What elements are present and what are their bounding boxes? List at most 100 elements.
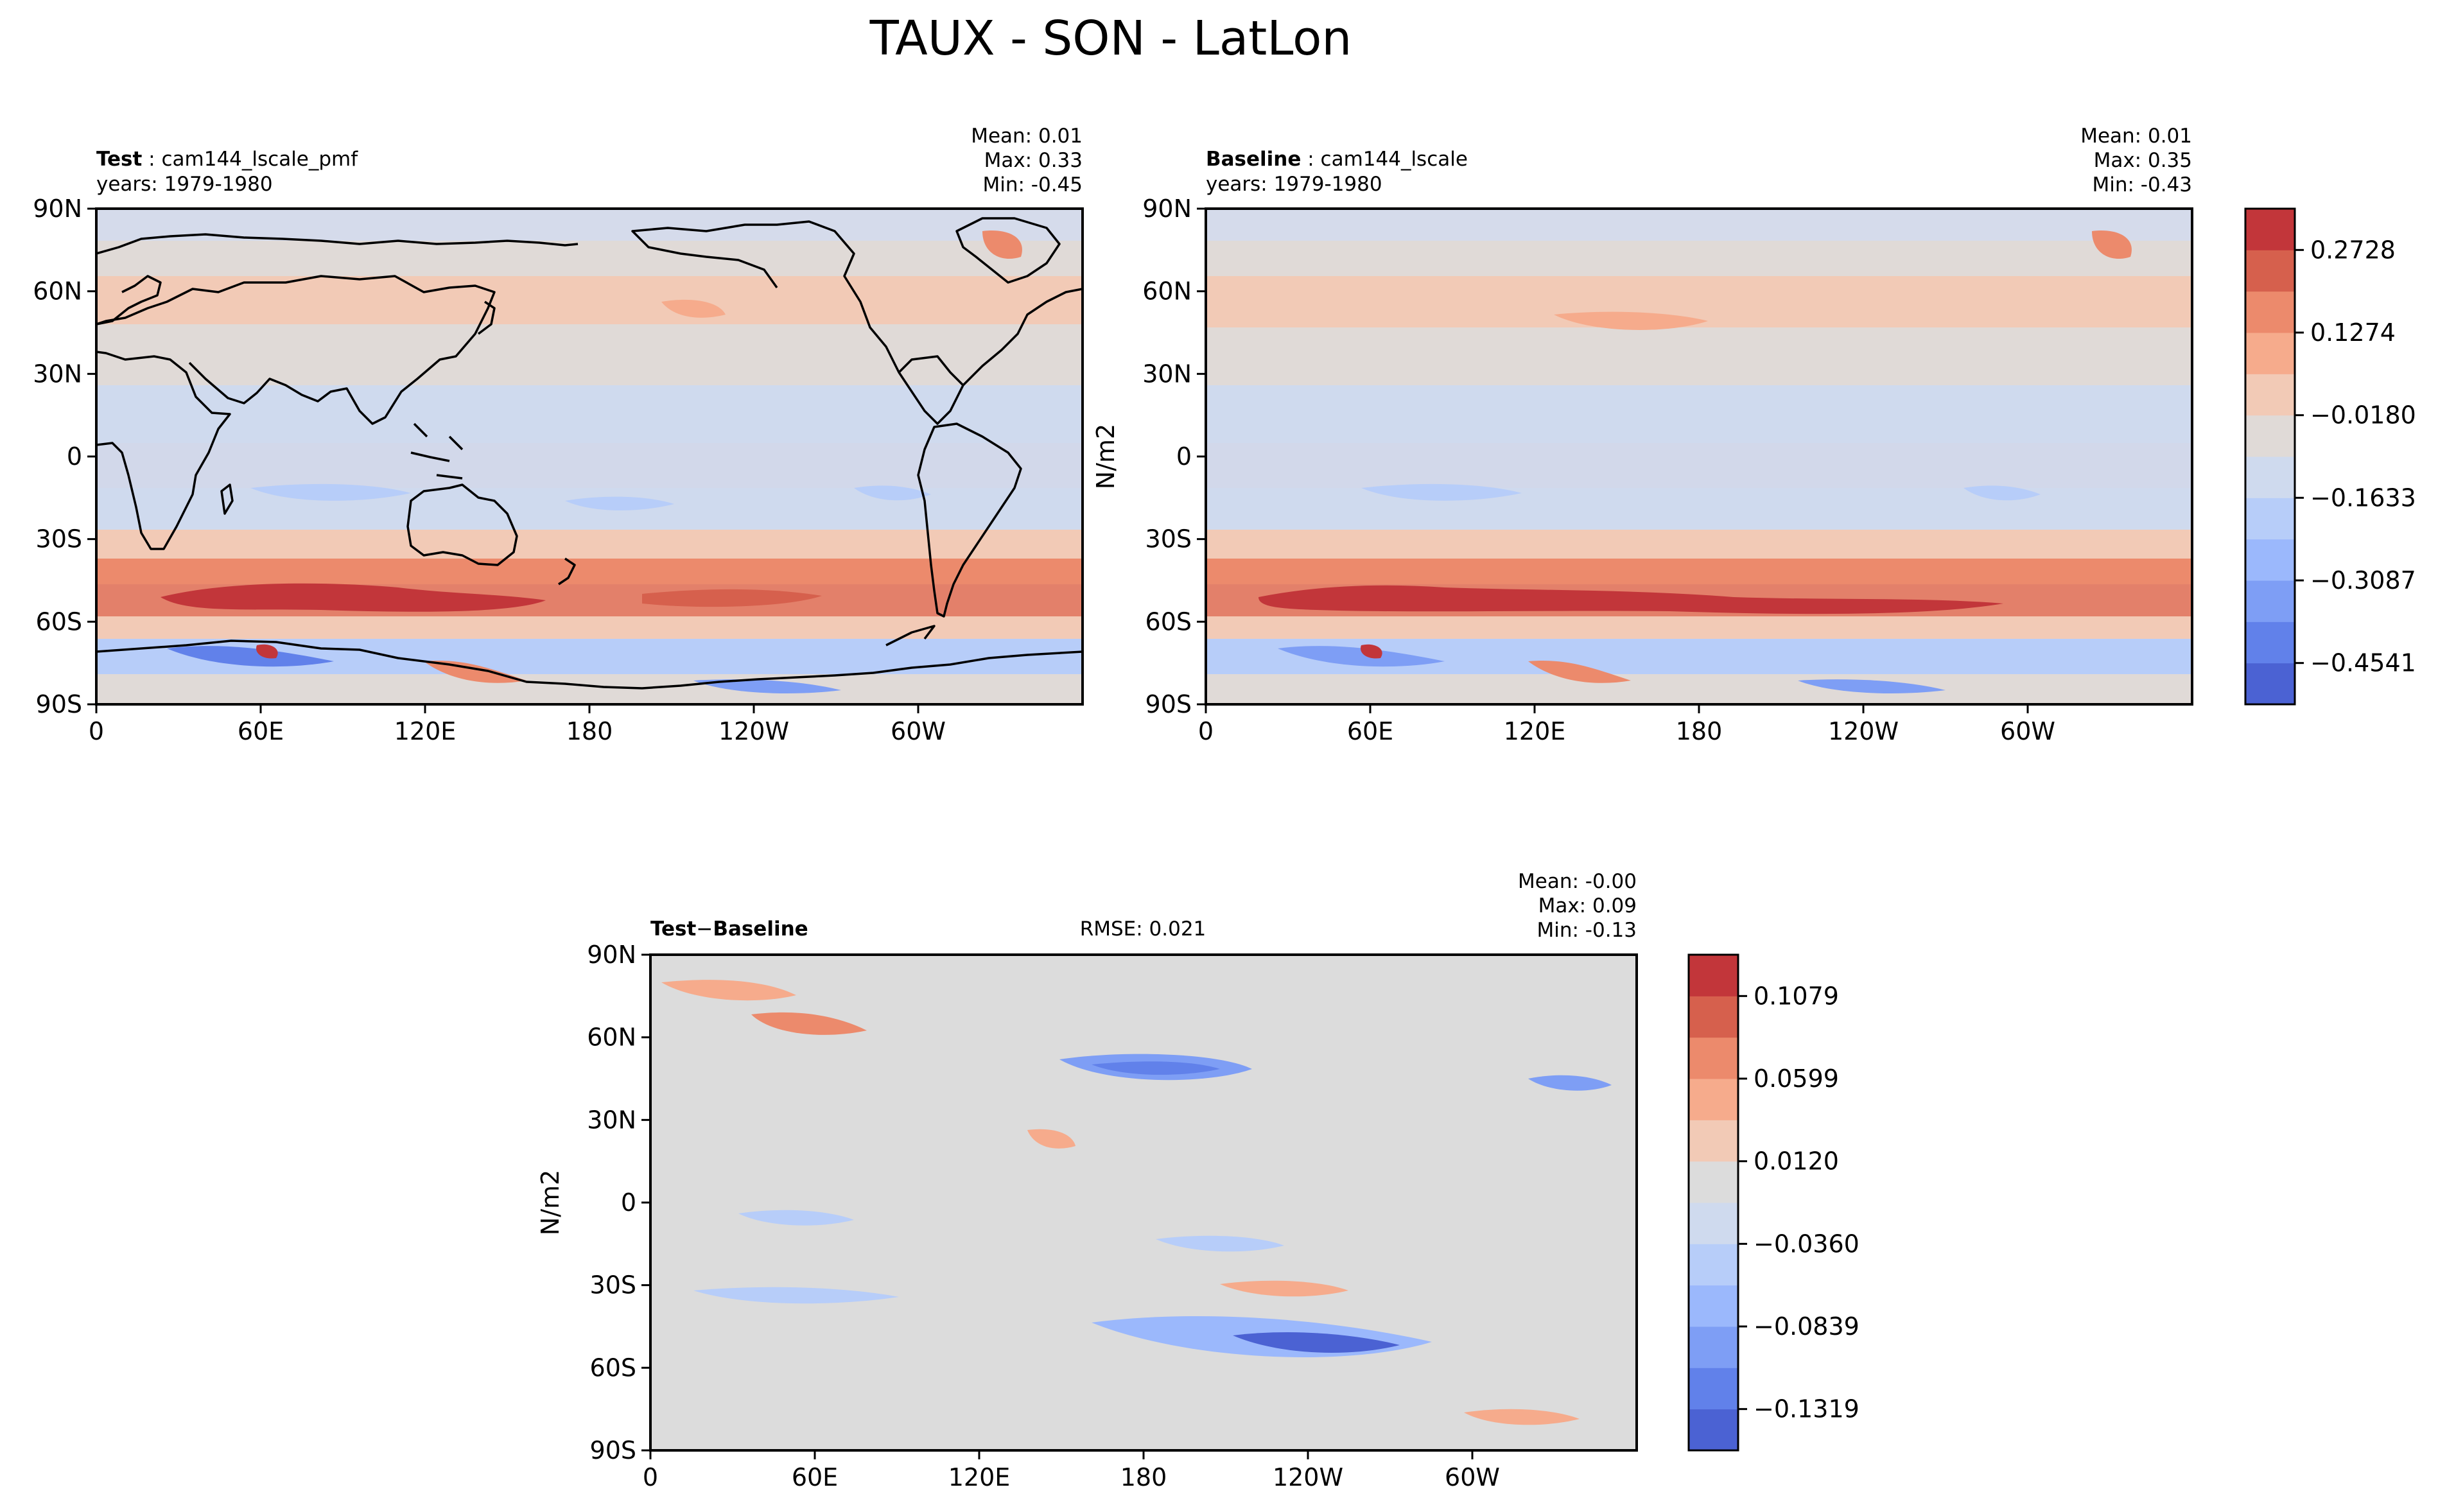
baseline-ytick-label: 60S [1145, 607, 1192, 636]
difference-ytick-label: 90N [587, 941, 636, 969]
colorbar-bottom-level [1689, 1409, 1738, 1451]
baseline-field-atl-blue [1963, 485, 2041, 501]
difference-xtick-label: 60E [792, 1463, 838, 1491]
baseline-label-bold: Baseline [1206, 148, 1301, 171]
difference-xtick-label: 120W [1273, 1463, 1343, 1491]
baseline-field-band-9 [1206, 559, 2192, 584]
colorbar-top-level [2245, 663, 2295, 705]
baseline-ytick-label: 60N [1142, 277, 1192, 306]
test-ytick-label: 60S [36, 607, 82, 636]
difference-field-arctic-red [661, 980, 796, 1001]
baseline-label-years: years: 1979-1980 [1206, 173, 1382, 196]
difference-field-so-blue-core [1233, 1332, 1400, 1353]
colorbar-bottom-tick-label: 0.0120 [1754, 1147, 1839, 1176]
test-coast-antarctica [96, 639, 1083, 690]
baseline-ytick-label: 0 [1176, 442, 1192, 471]
colorbar-bottom-level [1689, 1120, 1738, 1162]
test-field-greenland [982, 230, 1022, 259]
colorbar-bottom-level [1689, 955, 1738, 996]
test-field-ant-red [424, 661, 527, 683]
colorbar-top-level [2245, 539, 2295, 581]
test-field-band-4 [96, 324, 1083, 385]
colorbar-bottom: 0.1079 0.0599 0.0120 −0.0360 −0.0839 −0.1319 [1687, 953, 1859, 1452]
test-ytick-label: 60N [33, 277, 82, 306]
test-field-ant-blue [167, 646, 334, 667]
baseline-field-band-13 [1206, 674, 2192, 704]
test-coast-europe [96, 275, 162, 326]
baseline-xtick-label: 120W [1828, 717, 1899, 745]
baseline-field-band-4 [1206, 327, 2192, 385]
test-coast-greenland [955, 217, 1061, 284]
baseline-panel: Baseline : cam144_lscale years: 1979-198… [1092, 125, 2193, 745]
baseline-field-band-5 [1206, 385, 2192, 443]
baseline-xtick-label: 0 [1198, 717, 1214, 745]
difference-ytick-label: 0 [621, 1188, 636, 1217]
test-xtick-label: 180 [566, 717, 613, 745]
baseline-field-band-7 [1206, 488, 2192, 530]
colorbar-top-level [2245, 415, 2295, 457]
test-label-bold: Test [96, 148, 143, 171]
baseline-axes: 0 60E 120E 180 120W 60W 90N 60N 30N 0 30S 60S 90S [1142, 195, 2055, 745]
baseline-field-ant-red-2 [1361, 644, 1382, 659]
test-panel-label: Test : cam144_lscale_pmf [96, 148, 358, 171]
baseline-field-band-2 [1206, 241, 2192, 276]
difference-label-test: Test [650, 917, 697, 941]
colorbar-bottom-level [1689, 1161, 1738, 1203]
test-ytick-label: 0 [67, 442, 82, 471]
test-field-atl-blue [854, 485, 931, 501]
difference-field-natl-blue [1528, 1075, 1612, 1091]
test-field-ant-blue-2 [693, 679, 841, 693]
difference-label-baseline: Baseline [713, 917, 808, 941]
test-field-band-13 [96, 674, 1083, 704]
baseline-field-greenland [2092, 230, 2132, 259]
baseline-field-band-3 [1206, 276, 2192, 327]
colorbar-bottom-tick-label: 0.1079 [1754, 982, 1839, 1010]
colorbar-bottom-tick-label: −0.1319 [1754, 1395, 1859, 1423]
colorbar-top-level [2245, 580, 2295, 622]
test-field-ind-blue [250, 483, 411, 501]
difference-label-sep: − [696, 917, 713, 941]
test-map-field [96, 209, 1083, 704]
baseline-stat-min: Min: -0.43 [2092, 173, 2192, 196]
test-field-band-7 [96, 488, 1083, 530]
test-coast-indonesia [410, 422, 464, 480]
colorbar-bottom-tick-label: −0.0360 [1754, 1230, 1859, 1258]
baseline-field-ant-blue [1278, 646, 1445, 667]
test-coast-siberia [96, 233, 579, 255]
difference-field-ind-blue [738, 1210, 854, 1226]
baseline-field-ant-red [1528, 661, 1631, 683]
test-field-band-6 [96, 443, 1083, 488]
difference-field-ant-red [1464, 1409, 1580, 1425]
difference-field-neutral [650, 955, 1637, 1450]
baseline-field-ant-blue-2 [1798, 679, 1946, 693]
baseline-field-band-8 [1206, 530, 2192, 559]
difference-ytick-label: 30S [590, 1271, 636, 1299]
colorbar-bottom-level [1689, 1244, 1738, 1286]
test-label-case: cam144_lscale_pmf [161, 148, 358, 171]
baseline-stat-mean: Mean: 0.01 [2080, 125, 2192, 148]
baseline-ylabel: N/m2 [1092, 424, 1120, 489]
test-ytick-label: 30S [36, 525, 82, 553]
test-coast-north-america [631, 220, 1083, 425]
test-coast-south-america [917, 422, 1022, 618]
difference-ytick-label: 30N [587, 1106, 636, 1134]
test-label-colon: : [142, 148, 161, 171]
baseline-xtick-label: 60W [2000, 717, 2055, 745]
test-ytick-label: 30N [33, 360, 82, 388]
colorbar-bottom-level [1689, 1285, 1738, 1327]
test-coast-gulf [898, 355, 964, 387]
baseline-field-band-6 [1206, 443, 2192, 488]
difference-stat-mean: Mean: -0.00 [1518, 870, 1637, 893]
baseline-field-band-1 [1206, 209, 2192, 241]
test-xtick-label: 120E [394, 717, 457, 745]
test-field-ant-red-2 [256, 644, 278, 659]
test-panel: Test : cam144_lscale_pmf years: 1979-198… [33, 125, 1084, 745]
colorbar-top-tick-label: −0.1633 [2310, 483, 2416, 512]
colorbar-top-level [2245, 621, 2295, 664]
colorbar-top-level [2245, 333, 2295, 374]
difference-xtick-label: 120E [948, 1463, 1011, 1491]
test-ytick-label: 90S [36, 690, 82, 718]
difference-map-field [650, 955, 1637, 1450]
baseline-xtick-label: 120E [1504, 717, 1566, 745]
colorbar-top-frame [2244, 207, 2296, 706]
